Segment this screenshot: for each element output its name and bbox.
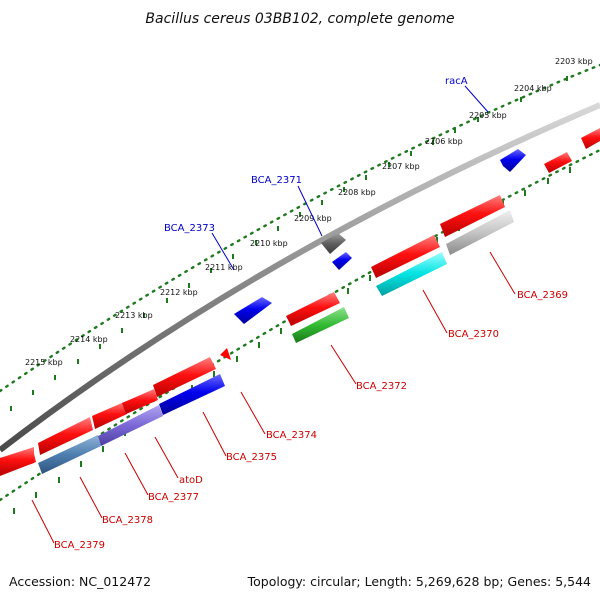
- kbp-label: 2203 kbp: [555, 57, 593, 66]
- gene-arrow-red[interactable]: [122, 389, 158, 414]
- kbp-labels: 2203 kbp 2204 kbp 2205 kbp 2206 kbp 2207…: [25, 57, 593, 367]
- kbp-label: 2213 kbp: [115, 311, 153, 320]
- kbp-label: 2209 kbp: [294, 214, 332, 223]
- accession-text: Accession: NC_012472: [9, 574, 151, 589]
- gene-label[interactable]: BCA_2378: [102, 515, 153, 526]
- gene-labels: racA BCA_2371 BCA_2373 BCA_2369 BCA_2370…: [54, 76, 568, 551]
- kbp-label: 2206 kbp: [425, 137, 463, 146]
- gene-arrow-red-right[interactable]: [544, 152, 572, 173]
- gene-label[interactable]: BCA_2373: [164, 223, 215, 234]
- kbp-label: 2204 kbp: [514, 84, 552, 93]
- gene-label[interactable]: BCA_2371: [251, 175, 302, 186]
- gene-label[interactable]: BCA_2370: [448, 329, 499, 340]
- reverse-genes: [0, 128, 600, 475]
- gene-label[interactable]: BCA_2372: [356, 381, 407, 392]
- gene-label[interactable]: BCA_2375: [226, 452, 277, 463]
- gene-label[interactable]: BCA_2377: [148, 492, 199, 503]
- kbp-label: 2211 kbp: [205, 263, 243, 272]
- gene-arrow-red-small[interactable]: [220, 348, 231, 360]
- gene-arrow-red[interactable]: [38, 417, 93, 455]
- outer-ruler: [0, 63, 600, 411]
- map-title: Bacillus cereus 03BB102, complete genome: [145, 11, 454, 27]
- outer-ruler-dots: [0, 63, 600, 393]
- kbp-label: 2210 kbp: [250, 239, 288, 248]
- outer-ruler-ticks: [10, 76, 568, 411]
- gene-arrow-red-right[interactable]: [581, 128, 600, 149]
- kbp-label: 2212 kbp: [160, 288, 198, 297]
- gene-arrow-BCA_2375[interactable]: [159, 374, 225, 415]
- genome-summary-text: Topology: circular; Length: 5,269,628 bp…: [247, 574, 591, 589]
- kbp-label: 2208 kbp: [338, 188, 376, 197]
- gene-arrow-BCA_2370[interactable]: [376, 252, 447, 296]
- gene-arrow-forward-small[interactable]: [332, 252, 352, 270]
- gene-arrow-red[interactable]: [153, 357, 216, 397]
- gene-label[interactable]: BCA_2374: [266, 430, 317, 441]
- gene-arrow-racA[interactable]: [500, 149, 526, 172]
- gene-arrow-red[interactable]: [92, 402, 127, 429]
- genome-backbone: [0, 102, 600, 453]
- gene-arrow-BCA_2370-red[interactable]: [371, 235, 440, 278]
- label-leaders: [31, 85, 516, 544]
- kbp-label: 2215 kbp: [25, 358, 63, 367]
- gene-arrow-BCA_2371[interactable]: [321, 233, 346, 254]
- kbp-label: 2214 kbp: [70, 335, 108, 344]
- gene-arrow-BCA_2378[interactable]: [38, 435, 101, 474]
- gene-label[interactable]: racA: [445, 76, 468, 87]
- gene-arrow-BCA_2379[interactable]: [0, 447, 34, 475]
- gene-arrow-BCA_2377[interactable]: [98, 405, 163, 446]
- gene-arrow-BCA_2372[interactable]: [292, 307, 349, 343]
- kbp-label: 2205 kbp: [469, 111, 507, 120]
- gene-arrow-BCA_2369-red[interactable]: [440, 195, 505, 237]
- kbp-label: 2207 kbp: [382, 162, 420, 171]
- gene-label[interactable]: atoD: [179, 475, 203, 486]
- gene-arrow-BCA_2369[interactable]: [446, 210, 514, 255]
- forward-genes: [234, 149, 526, 324]
- gene-label[interactable]: BCA_2379: [54, 540, 105, 551]
- gene-arrow-BCA_2374[interactable]: [286, 292, 340, 326]
- inner-ruler-dots: [0, 148, 600, 502]
- gene-arrow-BCA_2373[interactable]: [234, 297, 272, 324]
- gene-label[interactable]: BCA_2369: [517, 290, 568, 301]
